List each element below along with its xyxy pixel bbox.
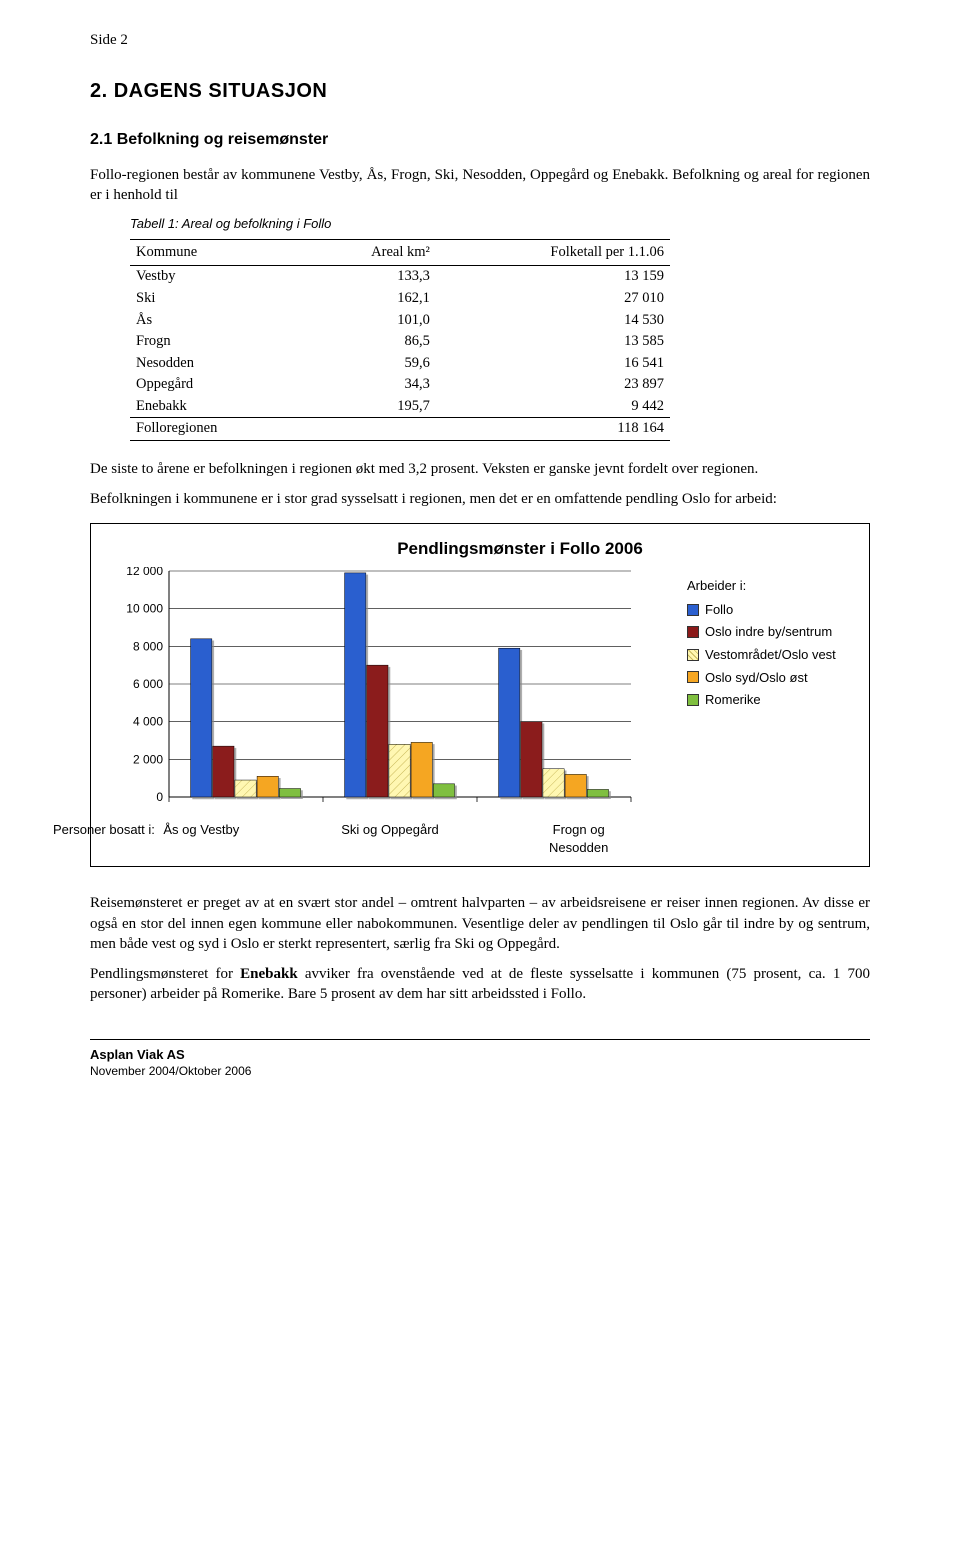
intro-paragraph: Follo-regionen består av kommunene Vestb…	[90, 165, 870, 206]
x-labels-row: Personer bosatt i:Ås og VestbySki og Opp…	[107, 821, 673, 856]
legend-swatch	[687, 604, 699, 616]
legend-label: Follo	[705, 601, 733, 619]
table-row: Ås101,014 530	[130, 310, 670, 332]
paragraph-growth: De siste to årene er befolkningen i regi…	[90, 459, 870, 479]
table-sum-row: Folloregionen118 164	[130, 418, 670, 441]
paragraph-pattern: Reisemønsteret er preget av at en svært …	[90, 893, 870, 954]
legend-item: Romerike	[687, 691, 853, 709]
legend-item: Oslo indre by/sentrum	[687, 623, 853, 641]
x-label: Ski og Oppegård	[296, 821, 485, 856]
legend-item: Oslo syd/Oslo øst	[687, 669, 853, 687]
svg-text:10 000: 10 000	[126, 602, 163, 616]
footer-company: Asplan Viak AS	[90, 1046, 870, 1064]
table-row: Nesodden59,616 541	[130, 353, 670, 375]
table-row: Oppegård34,323 897	[130, 374, 670, 396]
col-folketall: Folketall per 1.1.06	[436, 239, 670, 266]
paragraph-commute-intro: Befolkningen i kommunene er i stor grad …	[90, 489, 870, 509]
legend-item: Follo	[687, 601, 853, 619]
table-row: Frogn86,513 585	[130, 331, 670, 353]
table-row: Ski162,127 010	[130, 288, 670, 310]
legend-item: Vestområdet/Oslo vest	[687, 646, 853, 664]
legend-header: Arbeider i:	[687, 577, 853, 595]
enebakk-prefix: Pendlingsmønsteret for	[90, 966, 240, 982]
svg-text:12 000: 12 000	[126, 567, 163, 578]
footer-date: November 2004/Oktober 2006	[90, 1063, 870, 1079]
legend-swatch	[687, 694, 699, 706]
col-kommune: Kommune	[130, 239, 304, 266]
table-row: Enebakk195,79 442	[130, 396, 670, 418]
page-footer: Asplan Viak AS November 2004/Oktober 200…	[90, 1039, 870, 1080]
col-areal: Areal km²	[304, 239, 436, 266]
chart-title: Pendlingsmønster i Follo 2006	[187, 538, 853, 561]
legend-label: Romerike	[705, 691, 761, 709]
chart-container: Pendlingsmønster i Follo 2006 0 2 000 4 00…	[90, 523, 870, 867]
subsection-title: 2.1 Befolkning og reisemønster	[90, 129, 870, 151]
legend-swatch	[687, 626, 699, 638]
bar-chart-svg: 0 2 000 4 000 6 000 8 000 10 000 12 000	[107, 567, 637, 817]
legend-swatch	[687, 671, 699, 683]
svg-text:8 000: 8 000	[133, 640, 163, 654]
legend-swatch	[687, 649, 699, 661]
svg-text:4 000: 4 000	[133, 715, 163, 729]
legend-label: Oslo indre by/sentrum	[705, 623, 832, 641]
section-title: 2. DAGENS SITUASJON	[90, 78, 870, 105]
chart-legend: Arbeider i: Follo Oslo indre by/sentrum Ve…	[673, 567, 853, 856]
x-label: Frogn ogNesodden	[484, 821, 673, 856]
table-row: Vestby133,313 159	[130, 266, 670, 288]
legend-label: Vestområdet/Oslo vest	[705, 646, 836, 664]
paragraph-enebakk: Pendlingsmønsteret for Enebakk avviker f…	[90, 964, 870, 1005]
legend-label: Oslo syd/Oslo øst	[705, 669, 808, 687]
svg-text:0: 0	[156, 790, 163, 804]
svg-text:2 000: 2 000	[133, 753, 163, 767]
table-caption: Tabell 1: Areal og befolkning i Follo	[130, 215, 870, 233]
svg-text:6 000: 6 000	[133, 677, 163, 691]
enebakk-bold: Enebakk	[240, 966, 298, 982]
page-label: Side 2	[90, 30, 870, 50]
population-table: Kommune Areal km² Folketall per 1.1.06 V…	[130, 239, 670, 441]
